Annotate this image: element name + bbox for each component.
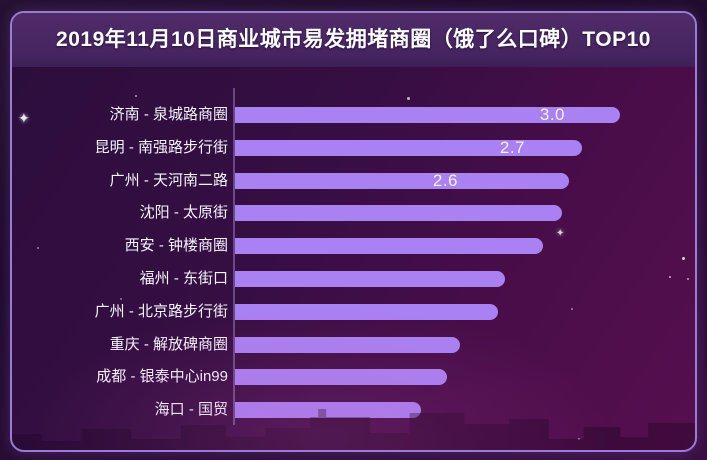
bar [235,205,562,222]
chart-card: 2019年11月10日商业城市易发拥堵商圈（饿了么口碑）TOP10 济南 - 泉… [10,11,697,452]
star-dot-icon [578,438,580,440]
category-label: 广州 - 北京路步行街 [94,302,228,320]
value-label: 2.6 [432,170,458,190]
bar [235,369,447,386]
star-dot-icon [687,278,689,280]
bar [235,336,460,353]
category-label: 昆明 - 南强路步行街 [94,138,228,156]
category-label: 海口 - 国贸 [154,401,228,419]
bar: 2.7 [235,137,582,157]
category-label: 沈阳 - 太原街 [139,204,228,222]
bar [235,402,421,419]
star-dot-icon [407,97,410,100]
bar [235,303,498,320]
star-dot-icon [571,308,573,310]
category-label: 西安 - 钟楼商圈 [124,237,228,255]
bar: 2.6 [235,170,569,190]
axis-baseline [233,88,235,425]
category-label: 重庆 - 解放碑商圈 [109,335,228,353]
star-icon: ✦ [556,228,565,239]
star-dot-icon [135,95,137,97]
value-label: 3.0 [539,105,565,124]
bar [235,271,505,287]
chart-header: 2019年11月10日商业城市易发拥堵商圈（饿了么口碑）TOP10 [12,13,695,67]
star-dot-icon [669,276,671,278]
category-label: 广州 - 天河南二路 [109,171,228,189]
category-label: 济南 - 泉城路商圈 [109,106,228,123]
chart-title: 2019年11月10日商业城市易发拥堵商圈（饿了么口碑）TOP10 [56,28,651,51]
value-label: 2.7 [499,137,525,157]
star-dot-icon [682,257,685,260]
star-dot-icon [120,298,122,300]
category-label: 成都 - 银泰中心in99 [96,368,228,386]
category-label: 福州 - 东街口 [139,270,228,287]
bar: 3.0 [235,105,620,124]
bar [235,238,543,255]
